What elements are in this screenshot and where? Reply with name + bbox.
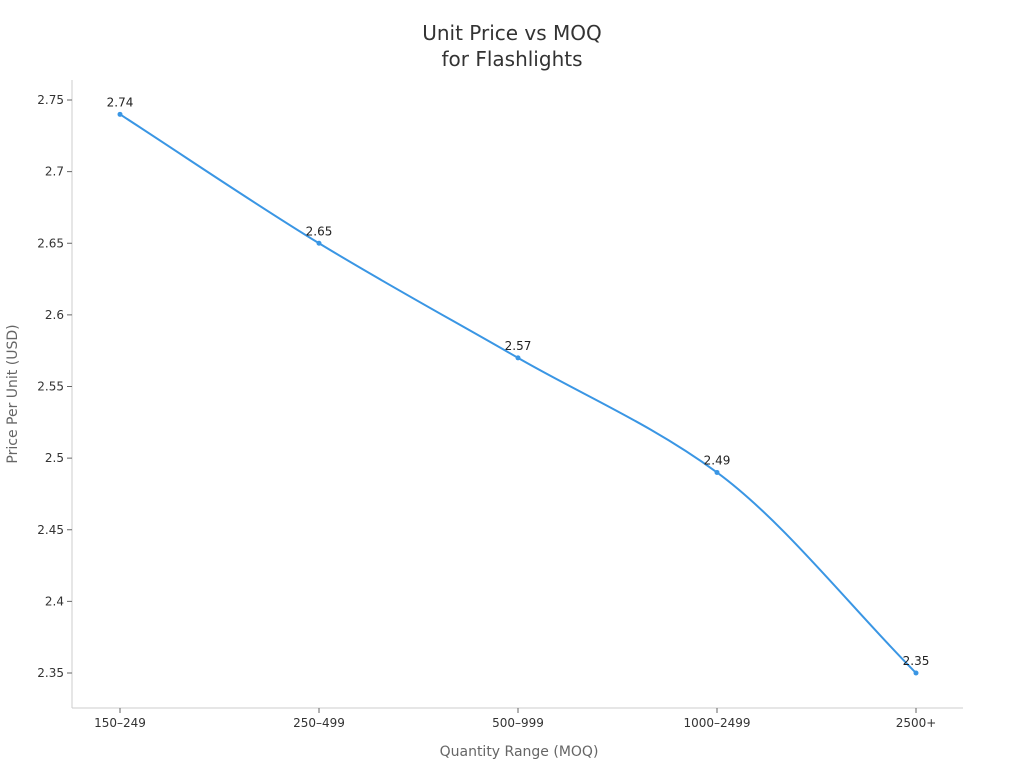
y-tick-label: 2.55 <box>37 380 64 394</box>
data-point <box>913 670 919 676</box>
y-tick-label: 2.35 <box>37 666 64 680</box>
x-tick-label: 250–499 <box>293 716 345 730</box>
chart-title-line-1: Unit Price vs MOQ <box>422 21 602 45</box>
data-label: 2.74 <box>107 95 134 109</box>
x-tick-label: 500–999 <box>492 716 544 730</box>
y-tick-label: 2.4 <box>45 594 64 608</box>
y-tick-label: 2.75 <box>37 93 64 107</box>
x-tick-label: 1000–2499 <box>683 716 750 730</box>
x-axis-label: Quantity Range (MOQ) <box>440 744 599 760</box>
y-tick-label: 2.45 <box>37 523 64 537</box>
data-label: 2.49 <box>704 453 731 467</box>
chart-title-line-2: for Flashlights <box>441 47 582 71</box>
y-tick-label: 2.65 <box>37 236 64 250</box>
data-label: 2.35 <box>903 654 930 668</box>
x-tick-label: 2500+ <box>896 716 937 730</box>
data-label: 2.65 <box>306 224 333 238</box>
data-point <box>117 111 123 117</box>
data-point <box>515 355 521 361</box>
series-line <box>119 113 917 674</box>
x-tick-label: 150–249 <box>94 716 146 730</box>
y-tick-label: 2.7 <box>45 165 64 179</box>
data-label: 2.57 <box>505 339 532 353</box>
y-axis-label: Price Per Unit (USD) <box>5 324 21 463</box>
y-tick-label: 2.6 <box>45 308 64 322</box>
data-point <box>714 469 720 475</box>
data-point <box>316 240 322 246</box>
y-tick-label: 2.5 <box>45 451 64 465</box>
